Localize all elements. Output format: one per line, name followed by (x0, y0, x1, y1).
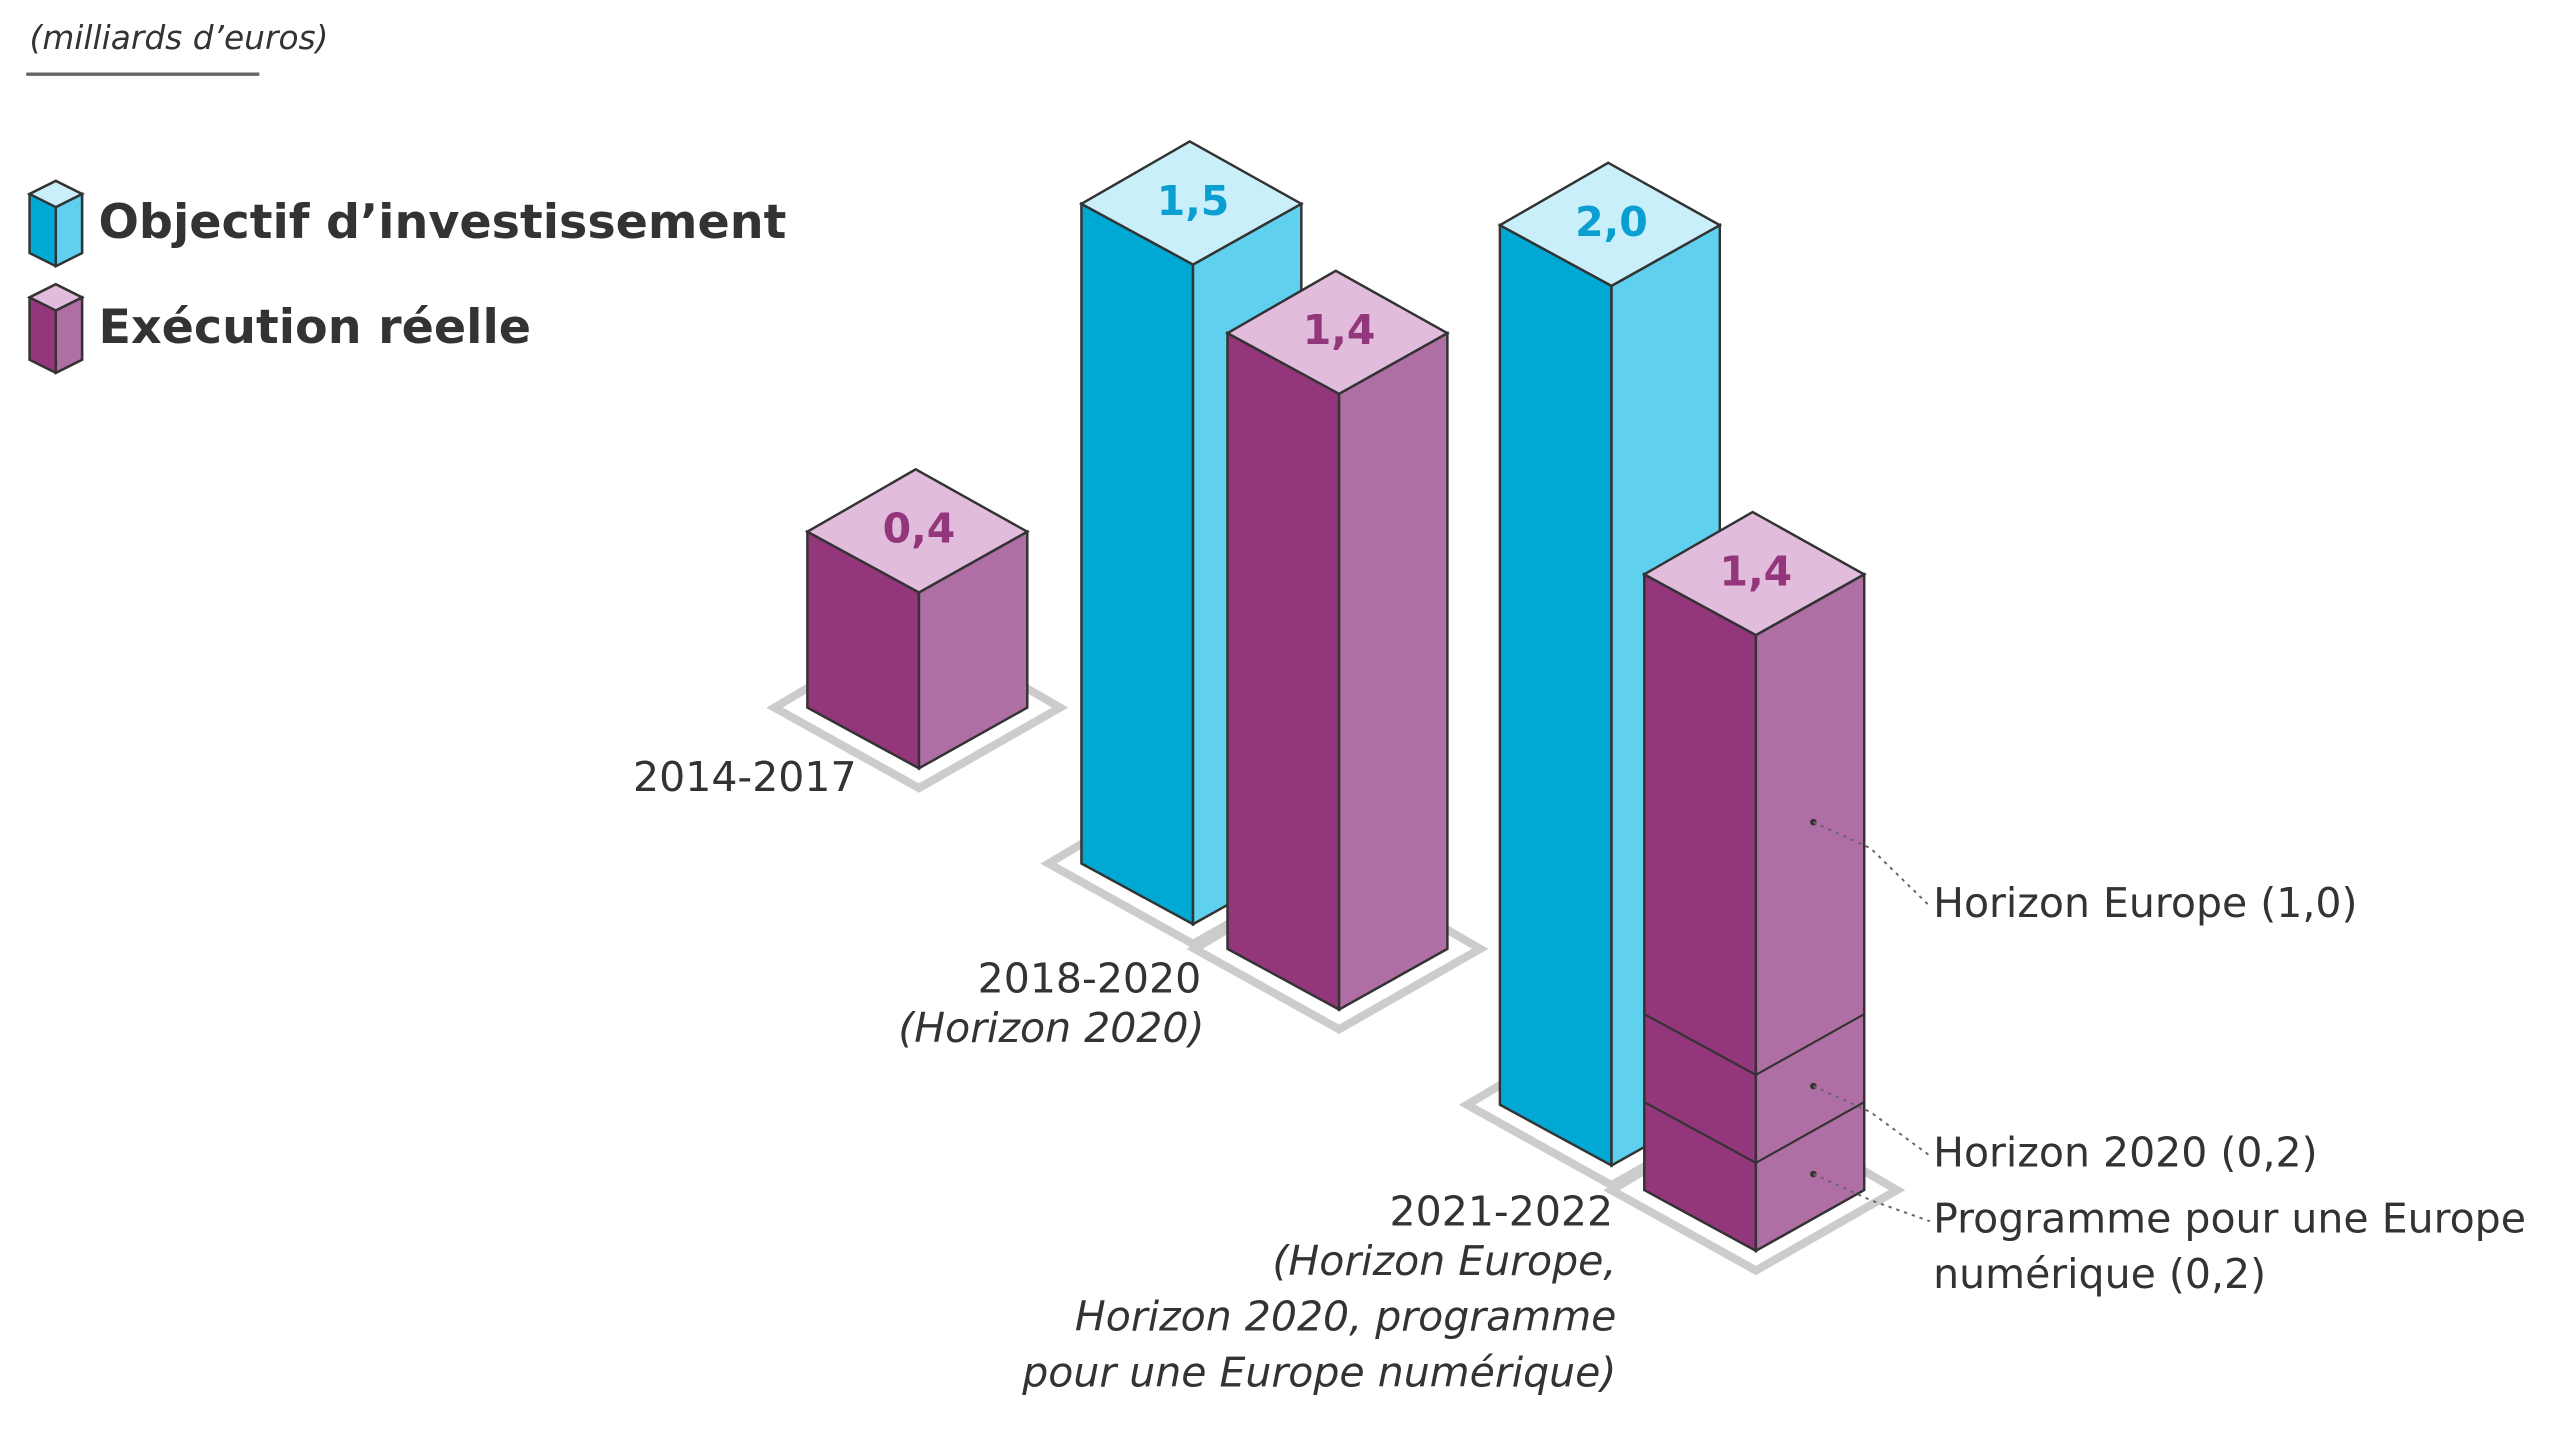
bar-right-face (1754, 572, 1866, 1253)
category-note: (Horizon Europe, (1272, 1237, 1616, 1285)
segment-label: Horizon 2020 (0,2) (1933, 1129, 2318, 1177)
legend-label: Exécution réelle (98, 300, 531, 355)
bar-top-face (804, 467, 1030, 594)
bar (804, 467, 1030, 771)
bar-top-face (1078, 140, 1304, 266)
category-note: pour une Europe numérique) (1021, 1349, 1616, 1397)
bar-top-face (1224, 269, 1450, 396)
category-note: Horizon 2020, programme (1075, 1293, 1616, 1341)
value-label: 1,5 (1157, 177, 1230, 225)
category-label: 2018-2020 (978, 955, 1202, 1003)
bar-right-face (1337, 331, 1449, 1012)
category-label: 2021-2022 (1390, 1188, 1614, 1236)
value-label: 0,4 (883, 505, 956, 553)
bar-left-face (1643, 572, 1758, 1253)
bar-left-face (1080, 201, 1195, 927)
legend-icon-top (26, 282, 85, 312)
segment-label: Horizon Europe (1,0) (1933, 879, 2357, 927)
legend-icon-top (26, 179, 85, 209)
bar-top-face (1497, 161, 1723, 288)
legend-label: Objectif d’investissement (98, 195, 786, 250)
segment-label: numérique (0,2) (1933, 1250, 2266, 1298)
bar (1641, 510, 1867, 1253)
value-label: 1,4 (1720, 547, 1793, 595)
bar-left-face (1226, 331, 1341, 1012)
legend: Objectif d’investissement Exécution réel… (26, 179, 786, 375)
segment-label: Programme pour une Europe (1933, 1194, 2526, 1242)
category-label: 2014-2017 (633, 753, 857, 801)
value-label: 2,0 (1575, 198, 1648, 246)
chart-title: (milliards d’euros) (30, 19, 329, 57)
bar-left-face (1498, 223, 1613, 1168)
bar (1224, 269, 1450, 1012)
value-label: 1,4 (1303, 306, 1376, 354)
segment (1643, 572, 1866, 1077)
category-note: (Horizon 2020) (898, 1004, 1204, 1052)
